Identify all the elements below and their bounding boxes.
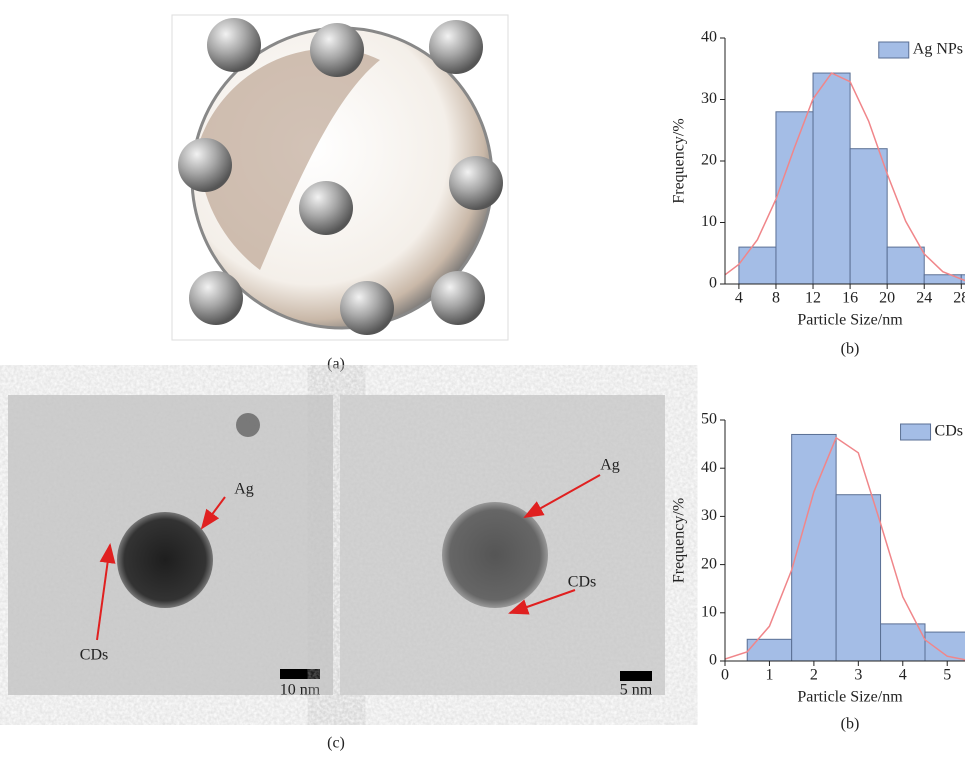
panel-label: (a)	[327, 356, 345, 373]
y-tick-label: 10	[701, 603, 717, 620]
y-tick-label: 40	[701, 459, 717, 476]
y-tick-label: 40	[701, 29, 717, 46]
panel-label: (b)	[841, 716, 860, 733]
x-tick-label: 2	[810, 667, 818, 684]
x-tick-label: 0	[721, 667, 729, 684]
x-tick-label: 4	[735, 290, 743, 307]
legend-label: Ag NPs	[913, 41, 963, 58]
bar	[813, 73, 850, 284]
bar	[881, 624, 925, 661]
x-tick-label: 8	[772, 290, 780, 307]
scale-bar-label: 5 nm	[620, 682, 653, 699]
panel-label: (b)	[841, 341, 860, 358]
y-tick-label: 10	[701, 213, 717, 230]
tem-right: Ag CDs 5 nm (c)	[327, 395, 665, 752]
annotation: Ag	[600, 457, 620, 474]
y-axis-label: Frequency/%	[671, 498, 688, 583]
histogram-chart: 0 10 20 30 40 4 8 12 16 20 24 28 Particle Size/nm Fre…	[671, 29, 965, 358]
y-tick-label: 0	[709, 275, 717, 292]
y-tick-label: 20	[701, 555, 717, 572]
plot-area	[725, 73, 965, 284]
y-tick-label: 0	[709, 652, 717, 669]
x-axis-label: Particle Size/nm	[797, 689, 903, 706]
legend-swatch	[879, 42, 909, 58]
schematic: (a)	[172, 15, 508, 373]
tem-left: Ag CDs 10 nm	[8, 395, 333, 699]
bar	[887, 247, 924, 284]
bar	[776, 112, 813, 284]
x-tick-label: 4	[899, 667, 907, 684]
annotation: CDs	[568, 574, 596, 591]
bar	[747, 639, 791, 661]
figure: (a) Ag CDs 10 nm Ag CDs 5 nm (c) 0102030…	[0, 0, 965, 755]
y-tick-label: 20	[701, 152, 717, 169]
bar	[925, 632, 965, 661]
y-tick-label: 30	[701, 507, 717, 524]
legend-swatch	[901, 424, 931, 440]
y-tick-label: 50	[701, 411, 717, 428]
x-tick-label: 12	[805, 290, 821, 307]
x-axis-label: Particle Size/nm	[797, 312, 903, 329]
annotation: Ag	[234, 481, 254, 498]
bar	[836, 495, 880, 661]
bar	[850, 149, 887, 284]
x-tick-label: 3	[854, 667, 862, 684]
x-tick-label: 28	[953, 290, 965, 307]
x-tick-label: 24	[916, 290, 932, 307]
x-tick-label: 16	[842, 290, 858, 307]
y-tick-label: 30	[701, 90, 717, 107]
legend-label: CDs	[935, 423, 963, 440]
y-axis-label: Frequency/%	[671, 118, 688, 203]
x-tick-label: 1	[765, 667, 773, 684]
panel-label: (c)	[327, 735, 345, 752]
annotation: CDs	[80, 647, 108, 664]
plot-area	[725, 434, 965, 661]
scale-bar-label: 10 nm	[280, 682, 321, 699]
histogram-chart: 0 10 20 30 40 50 0 1 2 3 4 5 Particle Size/nm Frequen…	[671, 411, 965, 733]
x-tick-label: 20	[879, 290, 895, 307]
bar	[739, 247, 776, 284]
x-tick-label: 5	[943, 667, 951, 684]
